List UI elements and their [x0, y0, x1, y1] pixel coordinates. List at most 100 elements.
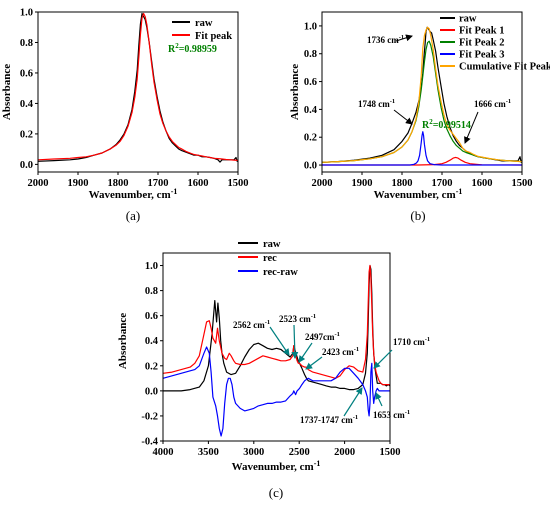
y-tick-label: 0.4 [20, 99, 34, 110]
panel-c-axis-ticks: 4000 3500 3000 2500 2000 1500 -0.4 -0.2 0.0 0.2 0.… [141, 261, 400, 458]
x-tick-label: 1700 [148, 178, 169, 189]
y-tick-label: 0.6 [20, 68, 33, 79]
annotation-2497: 2497cm-1 [305, 331, 340, 342]
series-line-cumulative-fit-peak [321, 26, 523, 163]
y-tick-label: 0.2 [20, 129, 33, 140]
r-squared-b: R2=0.99514 [422, 118, 471, 131]
annotation-2562: 2562 cm-1 [233, 319, 270, 330]
annotation-2423: 2423 cm-1 [322, 346, 359, 357]
arrow-1653 [375, 392, 383, 407]
series-line-raw [163, 264, 391, 392]
panel-c-x-label: Wavenumber, cm-1 [232, 459, 321, 473]
y-tick-label: -0.4 [141, 437, 158, 448]
legend-fit-peak-label: Fit peak [195, 31, 232, 42]
y-tick-label: 0.8 [20, 38, 33, 49]
y-tick-label: 0.0 [304, 161, 317, 172]
legend-fit-peak-1-label: Fit Peak 1 [459, 26, 505, 37]
x-tick-label: 1500 [380, 447, 401, 458]
caption-c: (c) [269, 485, 283, 500]
arrow-2497 [298, 342, 313, 363]
x-tick-label: 1700 [432, 178, 453, 189]
arrow-2562 [269, 326, 290, 356]
panel-c-series [162, 264, 391, 437]
y-tick-label: 0.2 [145, 361, 158, 372]
legend-cumulative-label: Cumulative Fit Peak [459, 62, 550, 73]
x-tick-label: 2000 [334, 447, 355, 458]
y-tick-label: 0.0 [20, 160, 33, 171]
arrow-1710 [373, 349, 393, 369]
x-tick-label: 1800 [392, 178, 413, 189]
x-tick-label: 1600 [188, 178, 209, 189]
arrow-2523 [291, 324, 299, 359]
y-tick-label: 0.4 [304, 105, 318, 116]
panel-c-plot-frame [162, 252, 391, 442]
annotation-1710: 1710 cm-1 [393, 336, 430, 347]
panel-b-series [321, 26, 523, 166]
panel-b: Absorbance 2000 1900 1800 1700 1600 1500 0.0 0.… [289, 11, 550, 223]
panel-a: Absorbance 2000 1900 1800 1700 1600 1500 0.0 0.… [1, 8, 249, 224]
annotation-1737-1747: 1737-1747 cm-1 [300, 414, 358, 425]
x-tick-label: 1500 [228, 178, 249, 189]
arrow-1736 [395, 34, 413, 42]
panel-a-plot-frame [37, 11, 239, 173]
series-line-rec-raw [162, 346, 390, 437]
x-tick-label: 2500 [289, 447, 310, 458]
arrow-1737-1747 [343, 387, 363, 417]
annotation-1653: 1653 cm-1 [373, 409, 410, 420]
y-tick-label: 0.6 [304, 77, 317, 88]
x-tick-label: 2000 [28, 178, 49, 189]
legend-raw-label: raw [263, 239, 281, 250]
x-tick-label: 4000 [153, 447, 174, 458]
y-tick-label: -0.2 [141, 411, 158, 422]
y-tick-label: 0.6 [145, 311, 158, 322]
annotation-1666: 1666 cm-1 [474, 98, 511, 109]
y-tick-label: 1.0 [304, 21, 317, 32]
panel-b-legend: raw Fit Peak 1 Fit Peak 2 Fit Peak 3 Cum… [440, 14, 550, 73]
x-tick-label: 1600 [472, 178, 493, 189]
legend-raw-label: raw [459, 14, 477, 25]
legend-fit-peak-2-label: Fit Peak 2 [459, 38, 505, 49]
y-tick-label: 0.4 [145, 336, 159, 347]
panel-a-axis-ticks: 2000 1900 1800 1700 1600 1500 0.0 0.2 0.4 0.6 0.8 1… [20, 8, 249, 190]
x-tick-label: 1500 [512, 178, 533, 189]
legend-rec-label: rec [263, 253, 277, 264]
series-line-rec [162, 264, 390, 386]
panel-b-x-label: Wavenumber, cm-1 [374, 187, 463, 201]
arrow-1748 [393, 109, 413, 125]
series-line-fit-peak [37, 12, 239, 161]
y-tick-label: 0.8 [145, 286, 158, 297]
annotation-1736: 1736 cm-1 [367, 34, 404, 45]
series-line-fit-peak-3 [322, 131, 522, 166]
panel-b-y-label: Absorbance [289, 64, 301, 120]
y-tick-label: 1.0 [145, 261, 158, 272]
legend-rec-raw-label: rec-raw [263, 267, 298, 278]
panel-a-x-label: Wavenumber, cm-1 [89, 187, 178, 201]
x-tick-label: 3000 [243, 447, 264, 458]
r-squared-a: R2=0.98959 [168, 42, 217, 55]
annotation-1748: 1748 cm-1 [358, 98, 395, 109]
arrow-1666 [464, 111, 479, 144]
legend-raw-label: raw [195, 18, 213, 29]
x-tick-label: 3500 [198, 447, 219, 458]
y-tick-label: 0.0 [145, 386, 158, 397]
x-tick-label: 1900 [352, 178, 373, 189]
caption-a: (a) [126, 208, 140, 223]
panel-a-series [37, 12, 239, 163]
panel-b-plot-frame [321, 11, 523, 173]
series-line-raw [37, 12, 239, 163]
x-tick-label: 1900 [68, 178, 89, 189]
panel-c: Absorbance 4000 3500 3000 2500 2000 1500 -0.4 -… [117, 239, 430, 500]
panel-a-y-label: Absorbance [1, 64, 13, 120]
arrow-2423 [305, 356, 323, 370]
caption-b: (b) [410, 208, 425, 223]
x-tick-label: 2000 [312, 178, 333, 189]
panel-a-legend: raw Fit peak [172, 18, 232, 42]
x-tick-label: 1800 [108, 178, 129, 189]
legend-fit-peak-3-label: Fit Peak 3 [459, 50, 505, 61]
annotation-2523: 2523 cm-1 [279, 313, 316, 324]
y-tick-label: 1.0 [20, 8, 33, 19]
y-tick-label: 0.8 [304, 49, 317, 60]
panel-c-y-label: Absorbance [117, 313, 129, 369]
panel-c-legend: raw rec rec-raw [238, 239, 298, 278]
